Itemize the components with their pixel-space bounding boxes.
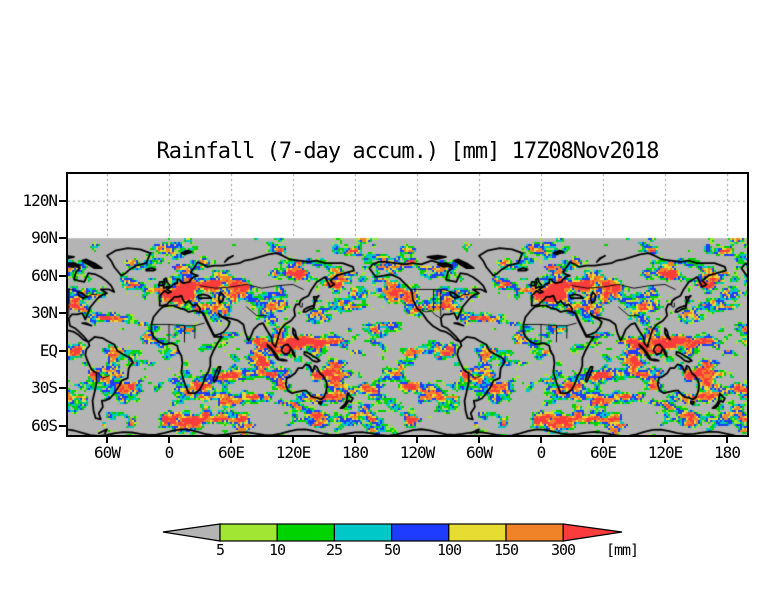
legend-threshold-label: 25 xyxy=(325,541,343,559)
x-tick-label: 180 xyxy=(342,443,369,462)
y-tick-label: 30N xyxy=(31,303,58,322)
legend-seg-1 xyxy=(276,523,335,542)
y-tick-label: EQ xyxy=(39,341,58,360)
y-tick-label: 60N xyxy=(31,266,58,285)
legend-threshold-label: 150 xyxy=(493,541,519,559)
x-tick-label: 0 xyxy=(536,443,547,462)
legend-threshold-label: 10 xyxy=(268,541,286,559)
legend-underflow-arrow xyxy=(162,523,221,542)
x-tick xyxy=(664,437,666,443)
x-tick-label: 60W xyxy=(466,443,493,462)
y-tick-label: 30S xyxy=(31,378,58,397)
x-tick xyxy=(106,437,108,443)
map-plot xyxy=(66,172,749,437)
x-tick-label: 60E xyxy=(590,443,617,462)
x-tick xyxy=(416,437,418,443)
y-tick-label: 120N xyxy=(22,191,58,210)
legend-seg-2 xyxy=(333,523,393,542)
x-tick xyxy=(168,437,170,443)
legend-seg-5 xyxy=(505,523,564,542)
legend-threshold-label: 100 xyxy=(436,541,462,559)
x-tick xyxy=(478,437,480,443)
legend-seg-4 xyxy=(448,523,507,542)
x-tick xyxy=(230,437,232,443)
x-tick xyxy=(726,437,728,443)
y-tick xyxy=(59,237,66,239)
legend-seg-3 xyxy=(391,523,450,542)
y-tick xyxy=(59,275,66,277)
y-tick xyxy=(59,350,66,352)
legend-threshold-label: 300 xyxy=(550,541,576,559)
x-tick xyxy=(292,437,294,443)
y-tick-label: 60S xyxy=(31,416,58,435)
y-tick xyxy=(59,312,66,314)
x-tick-label: 60E xyxy=(218,443,245,462)
legend-units-label: [mm] xyxy=(605,541,639,559)
y-tick-label: 90N xyxy=(31,228,58,247)
x-tick-label: 0 xyxy=(164,443,175,462)
legend-overflow-arrow xyxy=(562,523,623,542)
x-tick-label: 60W xyxy=(94,443,121,462)
legend-threshold-label: 5 xyxy=(215,541,225,559)
y-tick xyxy=(59,200,66,202)
colorbar-svg xyxy=(162,523,623,542)
x-tick-label: 120E xyxy=(647,443,684,462)
x-tick xyxy=(602,437,604,443)
map-canvas xyxy=(68,174,747,435)
y-tick xyxy=(59,425,66,427)
page-title: Rainfall (7-day accum.) [mm] 17Z08Nov201… xyxy=(156,139,659,164)
colorbar xyxy=(150,520,650,544)
x-tick-label: 120E xyxy=(275,443,312,462)
x-tick-label: 120W xyxy=(399,443,436,462)
x-tick xyxy=(354,437,356,443)
x-tick-label: 180 xyxy=(714,443,741,462)
x-tick xyxy=(540,437,542,443)
legend-seg-0 xyxy=(219,523,278,542)
y-tick xyxy=(59,387,66,389)
legend-threshold-label: 50 xyxy=(383,541,401,559)
